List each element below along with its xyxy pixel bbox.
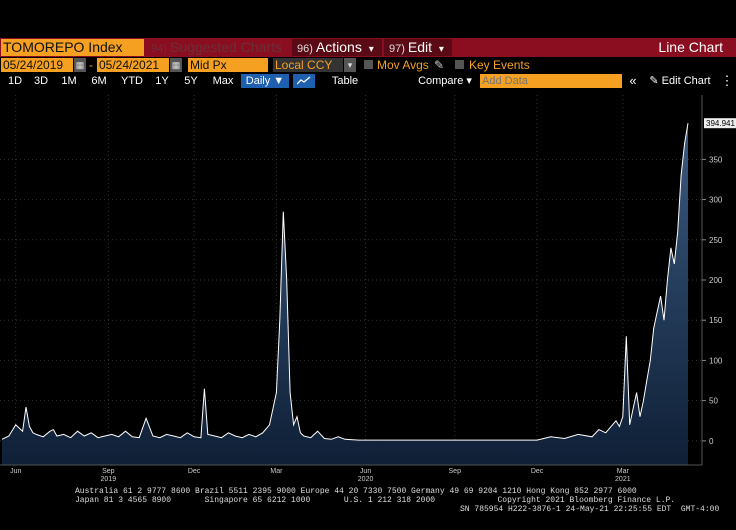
series-area xyxy=(2,123,688,465)
x-tick-label: Jun xyxy=(360,468,371,475)
y-tick-label: 300 xyxy=(709,196,723,205)
x-tick-label: Jun xyxy=(10,468,21,475)
y-tick-label: 50 xyxy=(709,397,718,406)
range-button-1m[interactable]: 1M xyxy=(61,75,77,87)
suggested-charts-label: Suggested Charts xyxy=(169,39,282,55)
actions-menu[interactable]: 96) Actions ▾ xyxy=(292,39,382,56)
currency-dropdown-icon[interactable]: ▾ xyxy=(344,58,356,72)
table-button[interactable]: Table xyxy=(331,75,359,87)
x-tick-label: Sep xyxy=(102,468,115,475)
start-date-field[interactable]: 05/24/2019 xyxy=(1,58,73,72)
end-date-field[interactable]: 05/24/2021 xyxy=(97,58,169,72)
footer-line-2: Japan 81 3 4565 8900 Singapore 65 6212 1… xyxy=(75,496,676,505)
x-tick-label: Dec xyxy=(188,468,201,475)
start-date-calendar-icon[interactable]: ▦ xyxy=(74,58,86,72)
suggested-charts-menu[interactable]: 94) Suggested Charts xyxy=(146,39,290,56)
end-date-calendar-icon[interactable]: ▦ xyxy=(170,58,182,72)
chart-menu-icon[interactable]: ⋮ xyxy=(720,73,734,88)
range-button-max[interactable]: Max xyxy=(212,75,234,87)
range-button-3d[interactable]: 3D xyxy=(33,75,49,87)
range-button-6m[interactable]: 6M xyxy=(91,75,107,87)
x-year-label: 2019 xyxy=(101,476,117,483)
range-button-1d[interactable]: 1D xyxy=(7,75,23,87)
range-button-1y[interactable]: 1Y xyxy=(155,75,169,87)
x-tick-label: Mar xyxy=(270,468,283,475)
footer-line-3: SN 785954 H222-3876-1 24-May-21 22:25:55… xyxy=(460,505,720,514)
edit-dropdown-icon: ▾ xyxy=(438,44,444,55)
price-field-select[interactable]: Mid Px xyxy=(188,58,268,72)
x-year-label: 2021 xyxy=(615,476,631,483)
range-bar: 1D 3D 1M 6M YTD 1Y 5Y Max Daily ▼ Table Compare… xyxy=(0,73,736,89)
mov-avgs-checkbox[interactable] xyxy=(364,60,373,69)
x-year-label: 2020 xyxy=(358,476,374,483)
controls-bar: 05/24/2019 ▦ - 05/24/2021 ▦ Mid Px Local… xyxy=(0,57,736,73)
compare-menu[interactable]: Compare ▾ xyxy=(418,75,472,87)
x-tick-label: Mar xyxy=(617,468,630,475)
currency-select[interactable]: Local CCY xyxy=(273,58,343,72)
ticker-field[interactable]: TOMOREPO Index xyxy=(1,39,144,56)
add-data-input[interactable] xyxy=(480,74,622,88)
chart-type-label: Line Chart xyxy=(658,39,723,55)
edit-label: Edit xyxy=(407,39,433,55)
x-tick-label: Sep xyxy=(449,468,462,475)
key-events-label: Key Events xyxy=(469,58,530,72)
edit-chart-button[interactable]: ✎ Edit Chart xyxy=(649,75,711,87)
y-tick-label: 200 xyxy=(709,276,723,285)
key-events-checkbox[interactable] xyxy=(455,60,464,69)
y-tick-label: 250 xyxy=(709,236,723,245)
actions-dropdown-icon: ▾ xyxy=(368,44,374,55)
chart-area: 0 50 100 150 200 250 300 350 394.941 Jun Sep 2019 De… xyxy=(0,89,736,530)
title-bar: TOMOREPO Index 94) Suggested Charts 96) Ac… xyxy=(0,38,736,57)
suggested-charts-num: 94) xyxy=(151,43,167,55)
x-tick-label: Dec xyxy=(531,468,544,475)
footer-line-1: Australia 61 2 9777 8600 Brazil 5511 239… xyxy=(75,487,637,496)
edit-num: 97) xyxy=(389,43,405,55)
y-tick-label: 0 xyxy=(709,437,714,446)
edit-menu[interactable]: 97) Edit ▾ xyxy=(384,39,452,56)
actions-num: 96) xyxy=(297,43,313,55)
last-value-badge xyxy=(704,118,736,129)
mov-avgs-edit-icon[interactable]: ✎ xyxy=(434,58,445,72)
last-value-label: 394.941 xyxy=(706,119,735,128)
y-tick-label: 150 xyxy=(709,316,723,325)
chart-style-icon[interactable] xyxy=(293,74,315,88)
actions-label: Actions xyxy=(315,39,362,55)
collapse-icon[interactable]: « xyxy=(629,73,637,88)
y-tick-label: 100 xyxy=(709,356,723,365)
range-button-5y[interactable]: 5Y xyxy=(184,75,198,87)
frequency-select[interactable]: Daily ▼ xyxy=(241,74,289,88)
date-range-dash: - xyxy=(89,58,93,72)
series-line xyxy=(1,123,689,441)
range-button-ytd[interactable]: YTD xyxy=(121,75,143,87)
mov-avgs-label: Mov Avgs xyxy=(377,58,429,72)
y-tick-label: 350 xyxy=(709,155,723,164)
